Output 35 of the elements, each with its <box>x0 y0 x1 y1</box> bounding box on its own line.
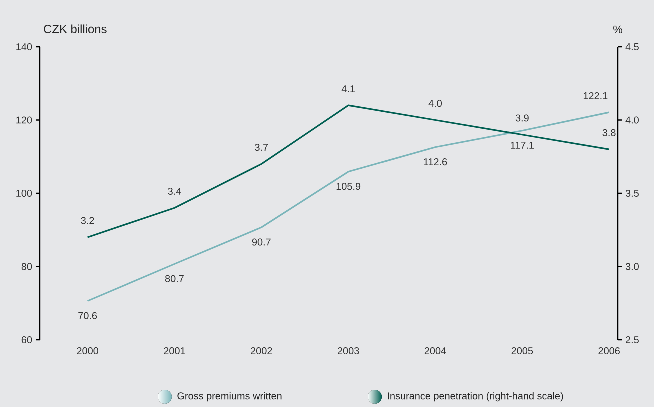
y-tick-label: 120 <box>16 116 32 124</box>
data-label: 4.1 <box>342 86 356 92</box>
y2-tick-label: 3.5 <box>626 190 639 198</box>
data-label: 3.2 <box>81 217 94 224</box>
x-tick-label: 2001 <box>164 348 186 355</box>
data-label: 3.8 <box>602 129 616 136</box>
y2-tick-label: 4.5 <box>626 44 639 50</box>
y2-tick-label: 3.0 <box>626 263 639 270</box>
data-label: 90.7 <box>252 238 271 246</box>
data-label: 117.1 <box>511 142 534 149</box>
x-tick-label: 2004 <box>424 348 446 355</box>
data-label: 3.9 <box>516 114 529 122</box>
x-tick-label: 2000 <box>77 348 98 355</box>
data-label: 70.6 <box>78 312 98 320</box>
data-label: 4.0 <box>428 100 442 108</box>
data-label: 3.7 <box>255 144 268 152</box>
legend-label: Gross premiums written <box>178 392 282 402</box>
legend-label: Insurance penetration (right-hand scale) <box>388 392 564 402</box>
x-tick-label: 2002 <box>251 348 272 355</box>
data-label: 80.7 <box>165 275 184 282</box>
y2-tick-label: 4.0 <box>626 116 639 124</box>
data-label: 3.4 <box>168 188 182 195</box>
data-label: 105.9 <box>336 183 361 190</box>
y-tick-label: 140 <box>16 43 32 51</box>
x-tick-label: 2006 <box>598 348 620 355</box>
x-tick-label: 2005 <box>512 348 534 355</box>
y2-tick-label: 2.5 <box>626 336 639 344</box>
y-axis-title: CZK billions <box>44 24 107 34</box>
y-tick-label: 100 <box>16 190 32 198</box>
y2-axis-title: % <box>614 26 622 34</box>
x-tick-label: 2003 <box>338 348 360 355</box>
y-tick-label: 80 <box>22 263 32 270</box>
data-label: 122.1 <box>584 92 608 100</box>
data-label: 112.6 <box>424 158 448 166</box>
y-tick-label: 60 <box>22 336 32 344</box>
